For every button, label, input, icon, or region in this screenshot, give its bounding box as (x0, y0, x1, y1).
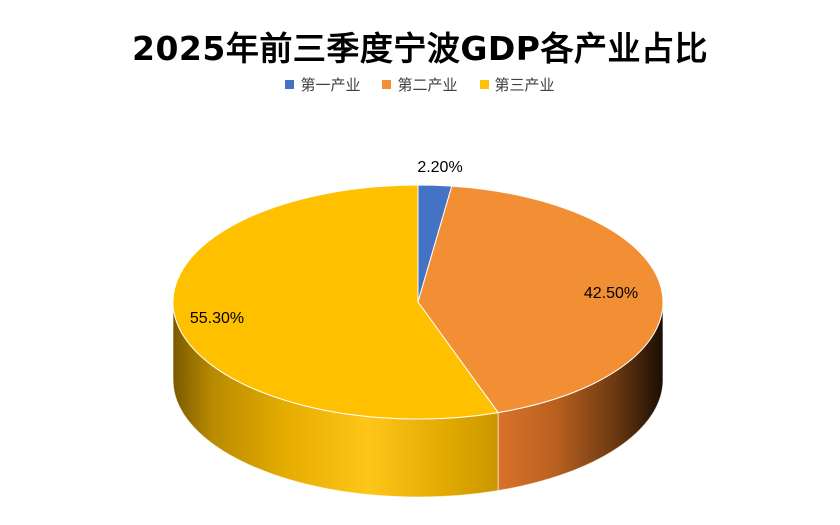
chart-title: 2025年前三季度宁波GDP各产业占比 (131, 29, 708, 68)
legend-item-primary: 第一产业 (285, 74, 360, 95)
data-label-tertiary: 55.30% (190, 310, 244, 327)
pie-group: 2.20% 42.50% 55.30% (172, 159, 664, 498)
data-label-primary: 2.20% (417, 159, 462, 176)
pie-slice-tertiary (172, 184, 499, 420)
legend-item-tertiary: 第三产业 (479, 74, 555, 95)
legend-item-secondary: 第二产业 (382, 74, 458, 95)
legend-swatch-tertiary (479, 80, 489, 89)
data-label-secondary: 42.50% (584, 285, 638, 302)
legend-swatch-secondary (382, 80, 392, 89)
legend-label-tertiary: 第三产业 (494, 76, 555, 94)
legend-label-secondary: 第二产业 (397, 76, 458, 94)
legend: 第一产业 第二产业 第三产业 (0, 74, 840, 95)
pie-slice-secondary (417, 185, 664, 414)
legend-swatch-primary (285, 80, 295, 89)
legend-label-primary: 第一产业 (300, 76, 361, 94)
